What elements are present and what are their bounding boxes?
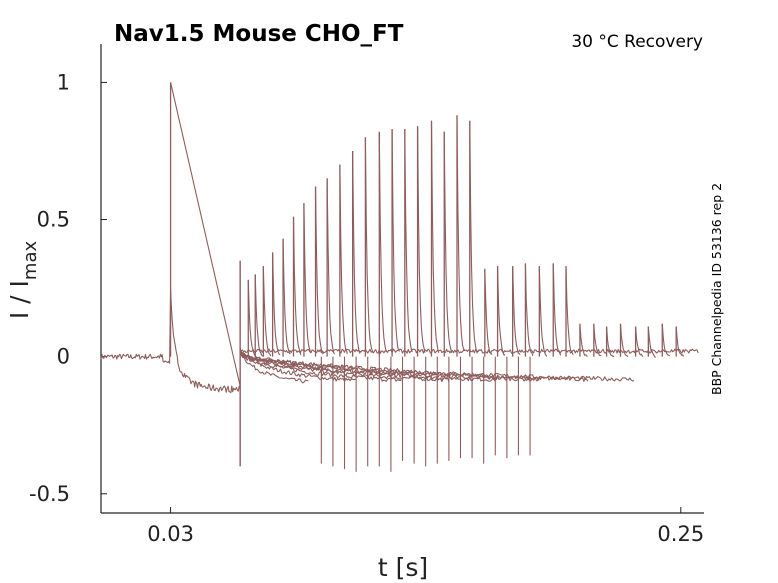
test-pulse-decay	[314, 186, 324, 355]
test-pulse-decay	[303, 203, 312, 354]
test-pulse-decay	[661, 323, 670, 357]
y-tick-label: 0.5	[37, 208, 70, 232]
test-pulse-decay	[675, 326, 685, 357]
test-pulse-decay	[404, 128, 413, 353]
test-pulse-decay	[339, 164, 348, 355]
recovery-sweep	[239, 350, 309, 384]
test-pulse-decay	[647, 326, 657, 358]
y-axis-label-sub: max	[20, 241, 41, 281]
x-axis-label: t [s]	[378, 553, 428, 582]
test-pulse-decay	[391, 128, 400, 352]
y-tick-label: 1	[57, 70, 70, 94]
y-ticks: 1 0.5 0 -0.5	[29, 70, 107, 506]
chart-subtitle: 30 °C Recovery	[571, 32, 703, 52]
test-pulse-decay	[456, 115, 465, 352]
x-tick-label: 0.03	[147, 522, 194, 546]
test-pulse-decay	[497, 266, 506, 356]
test-pulse-decay	[538, 266, 548, 357]
side-label: BBP Channelpedia ID 53136 rep 2	[709, 183, 724, 395]
test-pulse-decay	[512, 266, 521, 355]
test-pulse-decay	[247, 279, 257, 357]
y-tick-label: 0	[57, 345, 70, 369]
test-pulse-decay	[524, 263, 534, 357]
test-pulse-decay	[565, 266, 574, 355]
test-pulse-decay	[378, 131, 388, 352]
svg-text:I / Imax: I / Imax	[5, 241, 41, 320]
test-pulse-decay	[469, 120, 478, 354]
chart-title: Nav1.5 Mouse CHO_FT	[114, 21, 404, 47]
test-pulse-decay	[593, 323, 602, 357]
test-pulse-decay	[364, 137, 374, 353]
y-axis-label-main: I / I	[5, 280, 34, 319]
test-pulse-decay	[552, 263, 562, 356]
test-pulse-decay	[619, 323, 629, 358]
y-axis-label: I / Imax	[5, 241, 41, 320]
test-pulse-decay	[635, 326, 644, 358]
test-pulse-decay	[254, 274, 264, 357]
x-ticks: 0.03 0.25	[147, 507, 704, 546]
x-tick-label: 0.25	[657, 522, 704, 546]
test-pulse-decay	[430, 120, 440, 353]
test-pulse-decay	[606, 326, 615, 358]
test-pulse-decay	[292, 216, 302, 356]
test-pulse-decay	[282, 238, 291, 355]
test-pulse-decay	[443, 131, 453, 354]
y-tick-label: -0.5	[29, 482, 70, 506]
test-pulse-decay	[417, 126, 426, 353]
test-pulse-decay	[262, 266, 272, 357]
test-pulse-decay	[484, 268, 493, 355]
axes	[100, 44, 704, 514]
current-traces	[100, 82, 699, 472]
test-pulse-decay	[272, 252, 281, 356]
test-pulse-decay	[579, 323, 588, 357]
test-pulse-decay	[326, 178, 335, 355]
test-pulse-decay	[352, 150, 361, 354]
